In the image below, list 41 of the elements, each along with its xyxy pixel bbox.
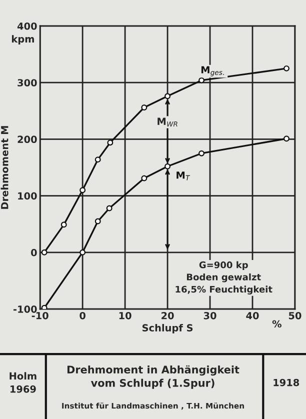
x-tick-label: -10 [32, 312, 48, 320]
point [60, 222, 67, 228]
point [284, 65, 290, 72]
x-tick-label: 40 [246, 312, 259, 320]
x-tick-label: 50 [288, 312, 302, 320]
y-tick-label: 0 [31, 248, 37, 256]
y-tick-label: 300 [18, 79, 37, 86]
y-axis-title: Drehmoment M [0, 126, 8, 209]
x-tick-label: 0 [80, 312, 86, 320]
y-tick-label: 200 [18, 136, 37, 144]
annotation: G=900 kp Boden gewalzt 16,5% Feuchtigkeit [176, 261, 272, 294]
text: % [272, 320, 282, 328]
text: Drehmoment in Abhängigkeit vom Schlupf (1.Spur) [67, 365, 240, 389]
point [164, 163, 171, 170]
x-tick-label: 10 [119, 312, 132, 320]
series-label: M$_{ges.}$ [201, 66, 224, 76]
text: Holm 1969 [10, 372, 36, 393]
text: kpm [12, 35, 34, 45]
point [41, 304, 48, 310]
x-tick-label: 30 [204, 312, 216, 320]
point [94, 156, 101, 163]
point [41, 249, 48, 256]
x-tick-label: 20 [162, 312, 174, 320]
point [198, 150, 205, 156]
point [141, 104, 148, 110]
point [80, 249, 86, 256]
point [198, 77, 205, 84]
annotation: M$_{WR}$ [158, 118, 178, 126]
x-axis-title: Schlupf S [142, 324, 193, 334]
y-tick-label: 400 [17, 22, 37, 30]
point [164, 93, 171, 100]
point [94, 218, 101, 224]
point [106, 205, 112, 212]
point [107, 140, 114, 146]
text: 1918 [274, 378, 300, 386]
point [284, 136, 290, 142]
legend-label: M$_{T}$ [176, 172, 190, 180]
y-tick-label: 100 [18, 192, 37, 200]
y-tick-label: -100 [14, 305, 37, 313]
point [80, 187, 86, 194]
point [141, 175, 148, 182]
